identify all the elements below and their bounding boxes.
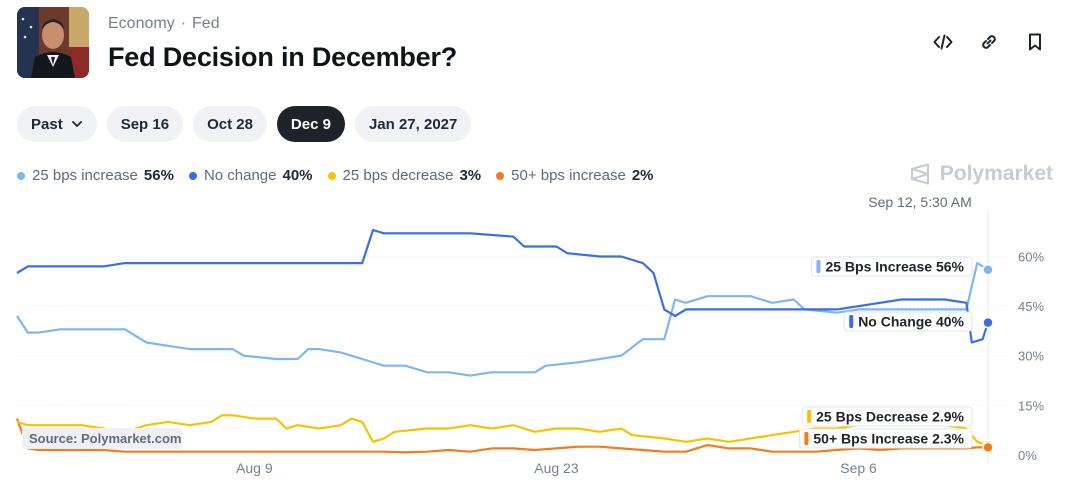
bookmark-button[interactable]	[1023, 30, 1047, 54]
series-endpoint	[982, 441, 994, 454]
legend-50-bps-increase: 50+ bps increase 2%	[496, 167, 654, 184]
breadcrumb-economy[interactable]: Economy	[108, 15, 175, 32]
polymarket-logo-icon	[910, 163, 929, 185]
embed-icon	[933, 34, 953, 50]
legend-pct: 2%	[631, 167, 654, 184]
date-filter-bar: Past Sep 16 Oct 28 Dec 9 Jan 27, 2027	[17, 106, 472, 142]
series-end-label: 25 Bps Increase 56%	[810, 256, 973, 277]
past-dropdown[interactable]: Past	[17, 106, 97, 142]
breadcrumb-separator: ·	[180, 15, 187, 32]
page-title: Fed Decision in December?	[108, 42, 458, 72]
link-icon	[982, 35, 996, 49]
svg-text:25 Bps Increase 56%: 25 Bps Increase 56%	[825, 259, 964, 275]
svg-text:50+ Bps Increase 2.3%: 50+ Bps Increase 2.3%	[813, 431, 964, 447]
source-badge: Source: Polymarket.com	[22, 428, 182, 449]
market-thumbnail	[17, 7, 89, 78]
breadcrumb-fed[interactable]: Fed	[192, 15, 220, 32]
price-chart[interactable]: 60% 45% 30% 15% 0% Aug 9 Aug 23 Sep 6 Sep 12, 5:…	[0, 190, 1065, 488]
svg-text:No Change 40%: No Change 40%	[858, 314, 964, 330]
legend-no-change: No change 40%	[188, 167, 313, 184]
legend-pct: 56%	[143, 167, 174, 184]
legend-pct: 40%	[282, 167, 313, 184]
series-endpoint	[982, 316, 994, 329]
filter-dec-9[interactable]: Dec 9	[276, 106, 345, 142]
series-line	[15, 418, 988, 454]
filter-sep-16[interactable]: Sep 16	[106, 106, 184, 142]
series-line	[16, 262, 989, 377]
legend-25-bps-decrease: 25 bps decrease 3%	[327, 167, 482, 184]
filter-jan-27-2027[interactable]: Jan 27, 2027	[354, 106, 472, 142]
legend-label: No change	[203, 167, 277, 184]
y-tick-label: 0%	[1018, 448, 1037, 463]
brand-name: Polymarket	[939, 162, 1053, 185]
legend-label: 50+ bps increase	[511, 167, 626, 184]
series-endpoint	[982, 263, 994, 276]
chevron-down-icon	[71, 121, 82, 127]
series-end-label: No Change 40%	[843, 311, 973, 332]
breadcrumb: Economy · Fed	[108, 15, 220, 33]
legend-swatch	[496, 171, 505, 180]
svg-text:Source: Polymarket.com: Source: Polymarket.com	[29, 431, 181, 446]
past-label: Past	[31, 115, 63, 133]
legend-pct: 3%	[459, 167, 482, 184]
svg-text:25 Bps Decrease 2.9%: 25 Bps Decrease 2.9%	[816, 409, 964, 425]
bookmark-icon	[1029, 33, 1041, 51]
series-end-label: 50+ Bps Increase 2.3%	[798, 428, 973, 449]
y-tick-label: 60%	[1018, 249, 1044, 264]
series-end-label: 25 Bps Decrease 2.9%	[801, 406, 973, 427]
legend-swatch	[188, 171, 197, 180]
x-tick-label: Sep 6	[840, 460, 877, 476]
series-line	[16, 228, 990, 344]
header-actions	[931, 30, 1047, 54]
speaker-photo	[17, 7, 89, 78]
y-tick-label: 15%	[1018, 398, 1044, 413]
legend-swatch	[17, 171, 25, 180]
x-tick-label: Aug 9	[236, 460, 273, 476]
legend-25-bps-increase: 25 bps increase 56%	[17, 167, 174, 184]
legend-swatch	[327, 171, 336, 180]
embed-button[interactable]	[931, 30, 955, 54]
hover-timestamp: Sep 12, 5:30 AM	[868, 194, 972, 210]
polymarket-watermark: Polymarket	[908, 162, 1053, 186]
filter-oct-28[interactable]: Oct 28	[193, 106, 267, 142]
y-tick-label: 45%	[1018, 299, 1044, 314]
x-tick-label: Aug 23	[534, 460, 579, 476]
copy-link-button[interactable]	[977, 30, 1001, 54]
y-tick-label: 30%	[1018, 349, 1044, 364]
chart-legend: 25 bps increase 56% No change 40% 25 bps…	[17, 167, 654, 184]
legend-label: 25 bps increase	[32, 167, 138, 184]
legend-label: 25 bps decrease	[342, 167, 454, 184]
